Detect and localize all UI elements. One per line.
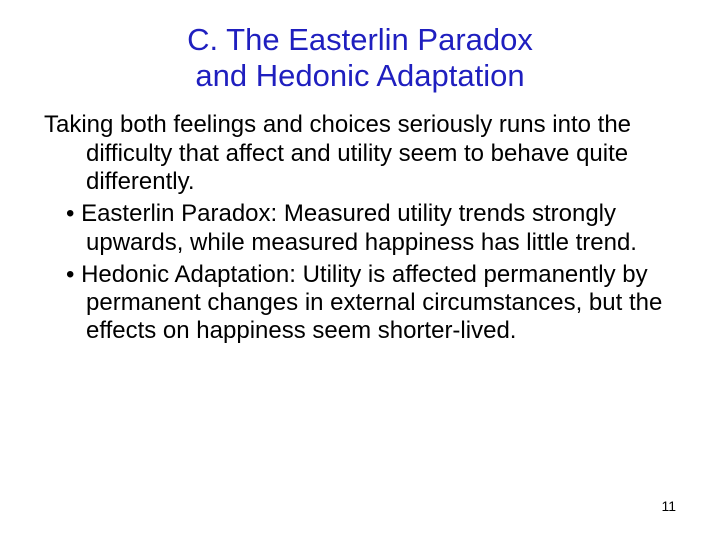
slide-title: C. The Easterlin Paradox and Hedonic Ada… — [0, 0, 720, 93]
title-line-1: C. The Easterlin Paradox — [187, 22, 533, 57]
title-line-2: and Hedonic Adaptation — [195, 58, 524, 93]
intro-paragraph: Taking both feelings and choices serious… — [44, 111, 676, 196]
slide-body: Taking both feelings and choices serious… — [0, 93, 720, 346]
page-number: 11 — [661, 498, 676, 514]
bullet-easterlin: Easterlin Paradox: Measured utility tren… — [44, 200, 676, 257]
slide: C. The Easterlin Paradox and Hedonic Ada… — [0, 0, 720, 540]
bullet-hedonic: Hedonic Adaptation: Utility is affected … — [44, 261, 676, 346]
